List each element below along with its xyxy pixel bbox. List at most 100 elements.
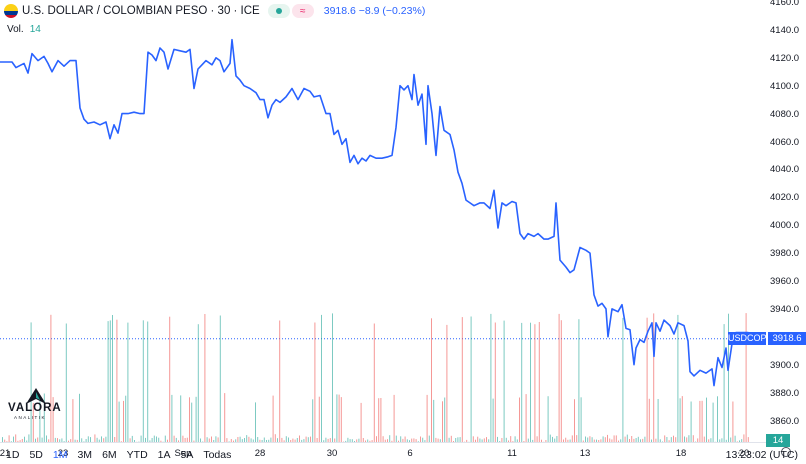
volume-bar — [294, 439, 296, 442]
volume-bar — [175, 437, 177, 442]
volume-bar — [224, 393, 226, 442]
wave-icon[interactable]: ≈ — [291, 4, 314, 18]
volume-bar — [747, 437, 749, 442]
volume-bar — [494, 322, 496, 442]
volume-legend[interactable]: Vol. 14 — [7, 24, 41, 35]
range-button-5a[interactable]: 5A — [180, 449, 194, 461]
volume-bar — [171, 394, 173, 442]
volume-bar — [646, 317, 648, 442]
volume-bar — [736, 441, 738, 442]
price-axis[interactable]: 4160.0 4140.0 4120.0 4100.0 4080.0 4060.0 4040… — [766, 0, 806, 442]
volume-bar — [675, 437, 677, 442]
volume-bar — [318, 396, 320, 442]
price-tick: 4100.0 — [770, 80, 800, 92]
volume-bar — [288, 437, 289, 442]
volume-bar — [576, 435, 578, 442]
volume-bar — [457, 437, 459, 442]
volume-bar — [510, 436, 512, 442]
volume-bar — [360, 402, 362, 442]
volume-bar — [2, 437, 3, 442]
volume-bar — [356, 439, 358, 442]
price-tick: 4020.0 — [770, 192, 800, 204]
range-button-todas[interactable]: Todas — [203, 449, 232, 461]
volume-bar — [635, 438, 637, 442]
volume-bar — [402, 438, 404, 442]
volume-value: 14 — [29, 24, 41, 35]
volume-bar — [274, 434, 276, 442]
volume-bar — [312, 399, 314, 442]
volume-bar — [602, 436, 604, 442]
settings-icon[interactable] — [781, 447, 791, 457]
price-tick: 4080.0 — [770, 108, 800, 120]
volume-bar — [41, 437, 43, 442]
volume-bar — [296, 438, 298, 442]
volume-bar — [197, 324, 199, 442]
range-button-1d[interactable]: 1D — [6, 449, 20, 461]
volume-bar — [72, 399, 74, 442]
volume-bar — [61, 438, 63, 442]
volume-bar — [325, 437, 327, 442]
price-tick: 3860.0 — [770, 415, 800, 427]
range-button-6m[interactable]: 6M — [102, 449, 117, 461]
volume-bar — [189, 397, 190, 442]
volume-bar — [651, 439, 652, 442]
volume-bar — [164, 435, 166, 442]
volume-bar — [554, 438, 556, 442]
volume-bar — [340, 397, 342, 442]
volume-bar — [444, 397, 446, 442]
volume-bar — [186, 437, 188, 442]
time-tick: 30 — [326, 448, 338, 459]
volume-bar — [598, 440, 600, 442]
symbol-title[interactable]: U.S. DOLLAR / COLOMBIAN PESO · 30 · ICE — [22, 5, 260, 17]
price-line — [0, 38, 751, 387]
time-tick: 23 — [57, 448, 69, 459]
volume-bar — [228, 441, 230, 442]
logo-subtext: ANALITIK — [14, 415, 47, 420]
utc-clock[interactable]: 13:23:02 (UTC) — [725, 449, 798, 461]
volume-bar — [497, 436, 498, 442]
chart-area[interactable] — [0, 0, 766, 442]
volume-bar — [371, 440, 373, 442]
volume-bar — [525, 394, 527, 442]
range-button-1m[interactable]: 1M — [52, 449, 68, 461]
volume-bar — [149, 440, 151, 442]
volume-bar — [552, 436, 553, 442]
volume-bar — [629, 439, 630, 442]
time-tick: 13 — [579, 448, 591, 459]
volume-bar — [439, 439, 441, 442]
volume-bar — [538, 322, 540, 442]
volume-bar — [446, 324, 448, 442]
volume-bar — [226, 438, 228, 442]
volume-bar — [442, 401, 443, 442]
volume-bar — [373, 323, 375, 442]
volume-bar — [633, 438, 635, 442]
time-tick: 11 — [507, 448, 517, 459]
volume-bar — [725, 439, 727, 442]
volume-bar — [611, 439, 613, 442]
volume-bar — [261, 440, 263, 442]
volume-bar — [719, 439, 721, 442]
volume-bar — [670, 437, 672, 442]
volume-bar — [211, 436, 212, 442]
volume-bar — [745, 313, 747, 442]
range-button-5d[interactable]: 5D — [29, 449, 43, 461]
volume-bar — [455, 438, 457, 442]
market-open-icon[interactable] — [267, 4, 290, 18]
volume-bar — [604, 437, 606, 442]
volume-bar — [477, 436, 479, 442]
volume-bar — [365, 440, 366, 442]
volume-bar — [679, 398, 681, 442]
time-axis[interactable]: 21 23 Sep 28 30 6 11 13 18 20 — [0, 442, 766, 459]
price-chart[interactable] — [0, 0, 766, 442]
volume-bar — [391, 440, 393, 442]
range-button-ytd[interactable]: YTD — [126, 449, 148, 461]
range-button-3m[interactable]: 3M — [77, 449, 93, 461]
volume-bar — [415, 439, 417, 442]
time-tick: Sep — [174, 448, 192, 459]
range-button-1a[interactable]: 1A — [157, 449, 171, 461]
time-tick: 6 — [407, 448, 413, 459]
volume-bar — [466, 439, 468, 442]
volume-bar — [59, 439, 61, 442]
volume-bar — [270, 437, 272, 442]
volume-bar — [613, 435, 615, 442]
